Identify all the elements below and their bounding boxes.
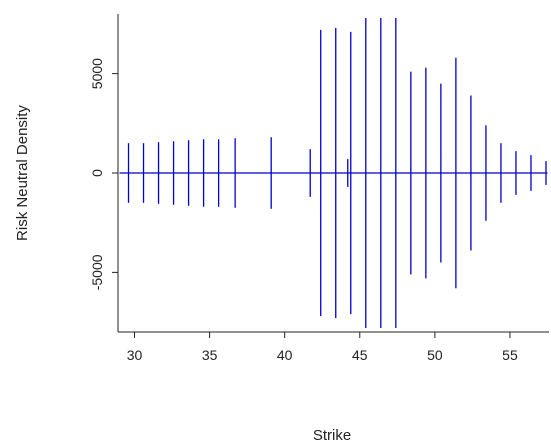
x-tick-label-35: 35 — [202, 347, 218, 363]
axes-layer: 30 35 40 45 50 55 -5000 0 5000 — [89, 14, 549, 363]
y-tick-label-0: 0 — [89, 169, 105, 177]
x-axis-title: Strike — [313, 427, 351, 444]
y-tick-label--5000: -5000 — [89, 254, 105, 290]
y-tick-label-5000: 5000 — [89, 58, 105, 89]
x-tick-label-30: 30 — [127, 347, 143, 363]
y-axis-title: Risk Neutral Density — [14, 105, 31, 241]
x-tick-label-50: 50 — [427, 347, 443, 363]
data-layer — [119, 17, 548, 329]
x-tick-label-45: 45 — [352, 347, 368, 363]
x-tick-label-55: 55 — [502, 347, 518, 363]
x-tick-label-40: 40 — [277, 347, 293, 363]
